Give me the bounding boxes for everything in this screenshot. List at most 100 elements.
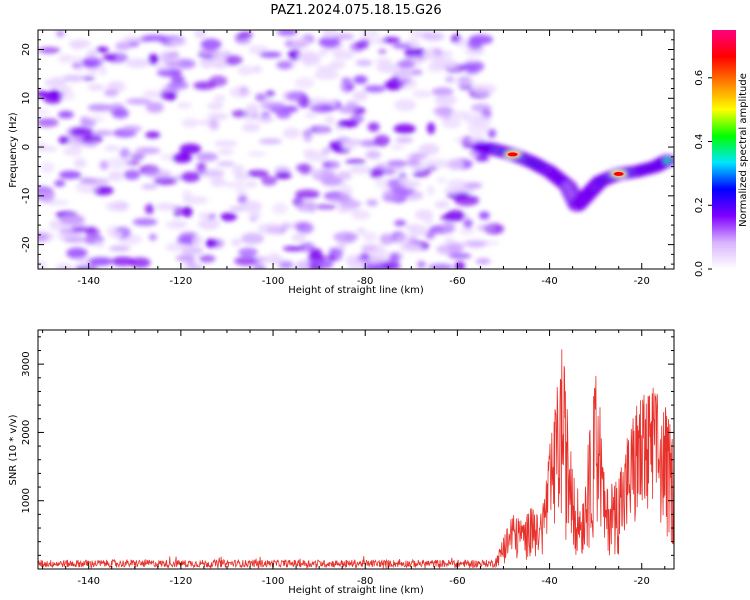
- spectrogram-noise-blob: [487, 128, 497, 139]
- spectrogram-noise-blob: [75, 181, 99, 194]
- spectrogram-x-ticks: -140 -120 -100 -80 -60 -40 -20: [42, 30, 666, 287]
- spectrogram-hotspot: [613, 171, 624, 176]
- spectrogram-noise-blob: [246, 169, 269, 178]
- spectrogram-x-tick-label: -100: [262, 276, 285, 287]
- spectrogram-noise-blob: [122, 125, 142, 132]
- spectrogram-noise-blob: [142, 34, 168, 42]
- spectrogram-noise-blob: [111, 256, 135, 267]
- spectrogram-noise-blob: [164, 220, 187, 230]
- spectrogram-noise-blob: [196, 152, 219, 162]
- spectrogram-noise-blob: [448, 110, 472, 120]
- spectrogram-noise-blob: [242, 200, 263, 213]
- spectrogram-noise-blob: [244, 111, 254, 123]
- spectrogram-noise-blob: [74, 264, 98, 269]
- spectrogram-noise-blob: [282, 246, 305, 252]
- spectrogram-noise-blob: [303, 130, 313, 143]
- spectrogram-heatmap: [38, 30, 674, 269]
- colorbar-tick-label: 0.2: [694, 197, 705, 213]
- spectrogram-noise-blob: [148, 53, 159, 65]
- spectrogram-noise-blob: [409, 152, 428, 160]
- spectrogram-noise-blob: [210, 176, 226, 187]
- spectrogram-noise-blob: [172, 153, 193, 164]
- snr-x-tick-label: -80: [357, 576, 373, 587]
- spectrogram-noise-blob: [282, 105, 299, 113]
- spectrogram-noise-blob: [428, 263, 454, 269]
- spectrogram-noise-blob: [38, 141, 47, 148]
- spectrogram-noise-blob: [318, 36, 341, 49]
- spectrogram-noise-blob: [340, 81, 355, 93]
- snr-series-line: [38, 349, 674, 569]
- spectrogram-noise-blob: [169, 39, 188, 46]
- spectrogram-noise-blob: [309, 264, 322, 269]
- spectrogram-noise-blob: [265, 90, 275, 97]
- spectrogram-noise-blob: [141, 183, 159, 190]
- spectrogram-y-tick-label: -10: [21, 188, 32, 204]
- spectrogram-noise-blob: [57, 110, 74, 119]
- spectrogram-noise-blob: [296, 222, 314, 234]
- spectrogram-noise-blob: [467, 122, 490, 135]
- snr-x-tick-label: -40: [541, 576, 557, 587]
- spectrogram-noise-blob: [236, 38, 251, 44]
- spectrogram-noise-blob: [93, 130, 114, 136]
- spectrogram-noise-blob: [38, 108, 51, 115]
- spectrogram-noise-blob: [422, 32, 445, 41]
- spectrogram-noise-blob: [239, 31, 253, 40]
- spectrogram-noise-blob: [442, 221, 456, 234]
- spectrogram-noise-blob: [338, 199, 362, 209]
- spectrogram-noise-blob: [412, 172, 424, 178]
- spectrogram-noise-blob: [366, 199, 379, 207]
- spectrogram-noise-blob: [53, 75, 62, 86]
- spectrogram-noise-blob: [478, 211, 490, 220]
- spectrogram-noise-blob: [186, 256, 196, 268]
- colorbar-ticks: 0.0 0.2 0.4 0.6: [694, 70, 712, 277]
- spectrogram-noise-blob: [87, 84, 105, 91]
- spectrogram-noise-blob: [326, 254, 337, 262]
- spectrogram-noise-blob: [304, 150, 329, 162]
- spectrogram-noise-blob: [207, 113, 229, 120]
- spectrogram-signal-peak: [663, 158, 671, 163]
- spectrogram-noise-blob: [314, 204, 338, 210]
- spectrogram-frame: [37, 29, 675, 270]
- spectrogram-noise-blob: [434, 200, 450, 209]
- spectrogram-noise-blob: [142, 90, 166, 98]
- snr-x-axis-label: Height of straight line (km): [288, 585, 424, 596]
- spectrogram-noise-blob: [362, 231, 377, 243]
- spectrogram-noise-blob: [38, 47, 61, 54]
- spectrogram-noise-blob: [394, 99, 417, 112]
- spectrogram-noise-blob: [181, 206, 193, 218]
- spectrogram-noise-blob: [379, 233, 394, 245]
- spectrogram-noise-blob: [205, 238, 218, 248]
- spectrogram-noise-blob: [410, 69, 423, 76]
- spectrogram-noise-blob: [62, 74, 85, 82]
- spectrogram-noise-blob: [398, 177, 410, 185]
- spectrogram-noise-blob: [167, 81, 189, 90]
- spectrogram-noise-blob: [424, 216, 434, 225]
- spectrogram-noise-blob: [43, 92, 63, 104]
- spectrogram-noise-blob: [241, 123, 261, 132]
- spectrogram-noise-blob: [296, 200, 312, 212]
- spectrogram-noise-blob: [108, 171, 124, 181]
- spectrogram-noise-blob: [463, 240, 488, 247]
- spectrogram-noise-blob: [198, 254, 216, 263]
- spectrogram-noise-blob: [59, 214, 85, 226]
- spectrogram-noise-blob: [192, 236, 203, 246]
- spectrogram-noise-blob: [238, 247, 258, 257]
- spectrogram-noise-blob: [459, 227, 475, 236]
- spectrogram-noise-blob: [337, 206, 348, 214]
- snr-y-tick-label: 2000: [21, 420, 32, 445]
- spectrogram-noise-blob: [103, 89, 119, 97]
- spectrogram-noise-blob: [197, 218, 220, 230]
- spectrogram-noise-blob: [395, 136, 414, 144]
- spectrogram-noise-blob: [447, 242, 465, 253]
- spectrogram-x-tick-label: -40: [541, 276, 557, 287]
- spectrogram-noise-blob: [73, 158, 87, 169]
- spectrogram-noise-blob: [182, 190, 192, 200]
- spectrogram-noise-blob: [234, 256, 259, 266]
- spectrogram-noise-blob: [165, 243, 185, 252]
- spectrogram-noise-blob: [467, 38, 482, 50]
- colorbar-tick-label: 0.6: [694, 70, 705, 86]
- spectrogram-noise-blob: [247, 151, 266, 157]
- spectrogram-noise-blob: [445, 75, 455, 83]
- spectrogram-noise-blob: [461, 62, 479, 70]
- spectrogram-noise-blob: [179, 143, 202, 154]
